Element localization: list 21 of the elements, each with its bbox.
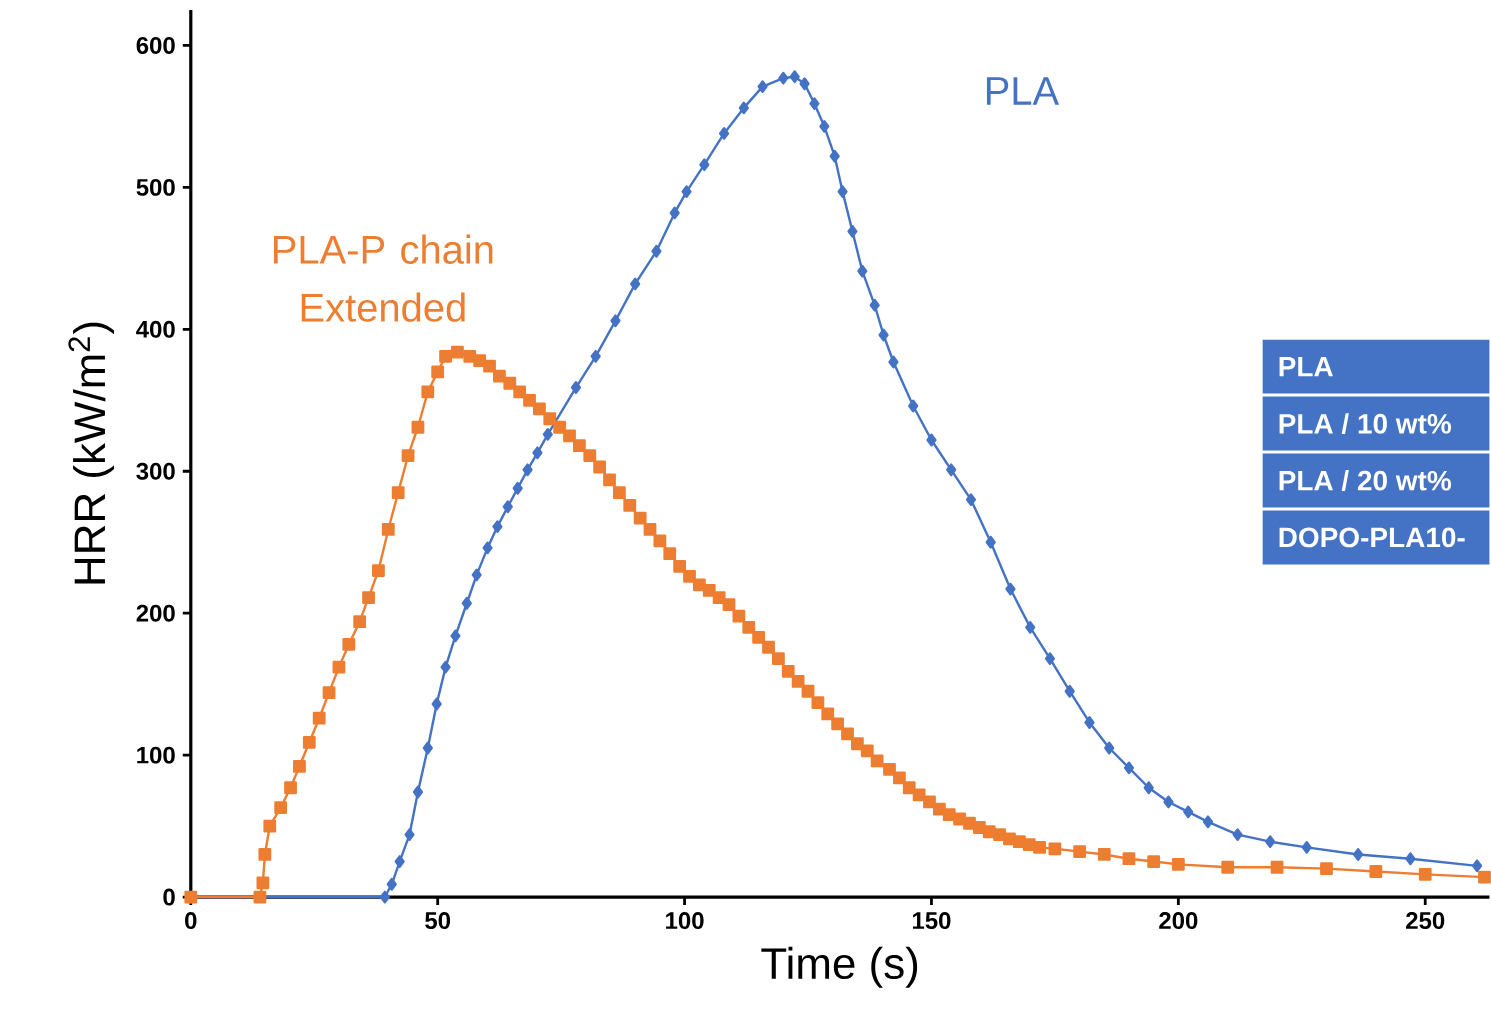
x-tick-label: 250 [1406,912,1445,930]
x-tick-label: 200 [1159,912,1198,930]
y-tick-label: 0 [163,888,175,906]
annotation: DOPO-PLA10- [1279,527,1465,548]
y-tick-label: 600 [136,37,175,54]
annotation: PLA [1279,357,1333,377]
y-tick-label: 100 [137,746,175,764]
y-tick-label: 400 [136,320,175,338]
series-label: PLA-P chain Extended [274,234,493,322]
y-axis-title: HRR (kW/m$^{2}$) [68,322,115,584]
annotation: PLA / 10 wt% [1279,413,1452,435]
x-tick-label: 150 [912,912,951,930]
y-tick-label: 300 [136,462,175,480]
x-tick-label: 0 [185,912,197,930]
x-tick-label: 50 [425,912,451,930]
y-tick-label: 200 [136,604,175,622]
text: PLA [986,77,1060,105]
y-tick-label: 500 [136,178,175,196]
x-tick-label: 100 [666,912,704,930]
x-axis-title: Time (s) [761,946,918,988]
annotation: PLA / 20 wt% [1279,470,1452,491]
